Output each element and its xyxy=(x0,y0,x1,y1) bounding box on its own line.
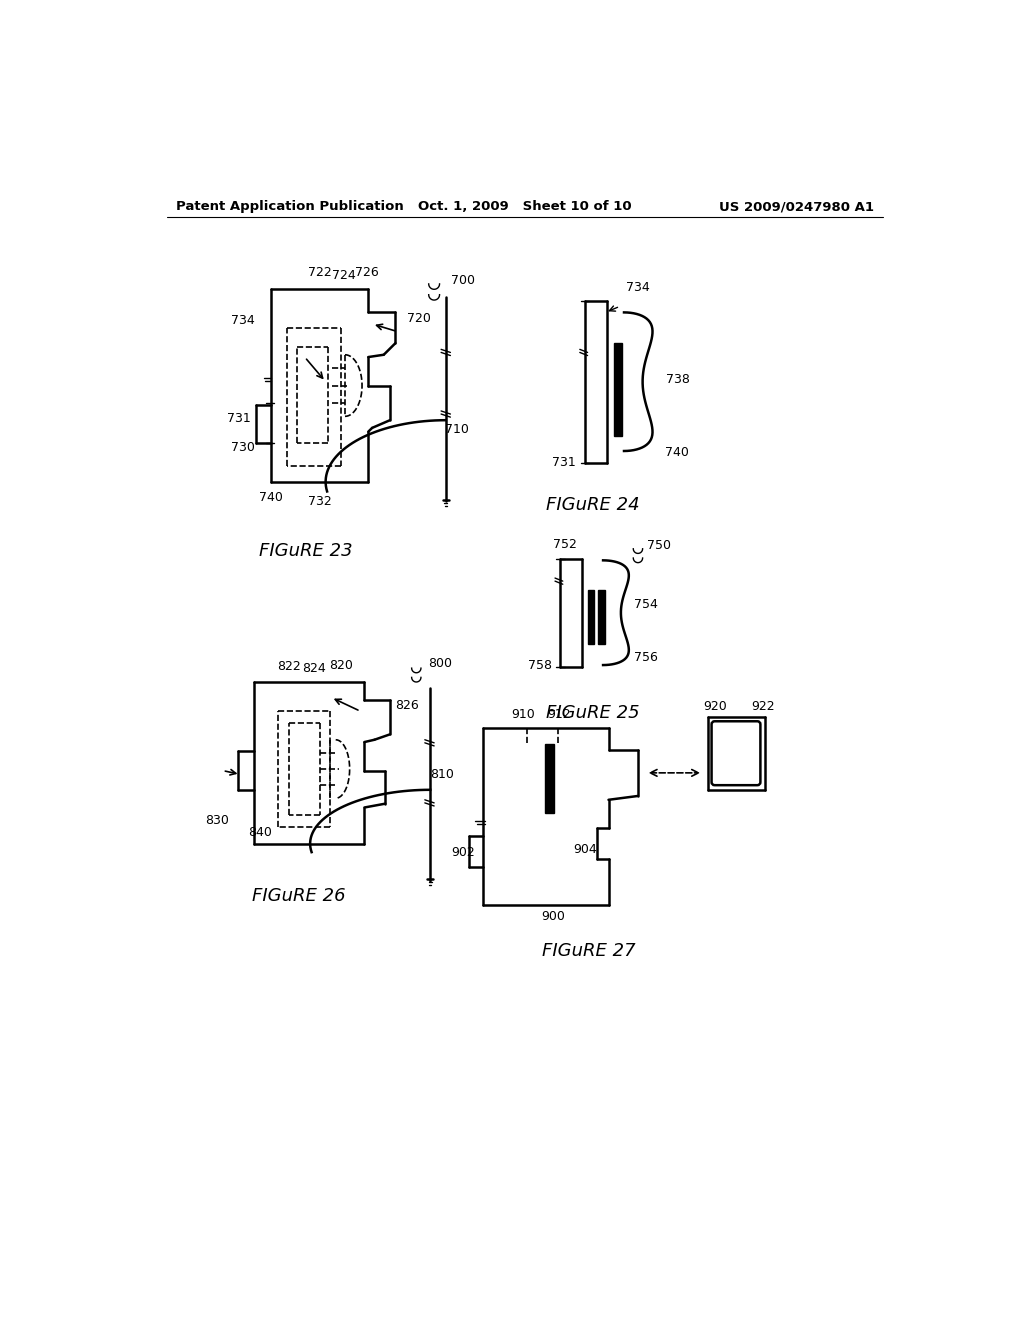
Text: 800: 800 xyxy=(428,657,453,671)
Text: 824: 824 xyxy=(302,661,326,675)
Text: Patent Application Publication: Patent Application Publication xyxy=(176,201,403,214)
Bar xyxy=(614,343,622,436)
Text: 752: 752 xyxy=(553,539,578,552)
Bar xyxy=(588,590,594,644)
Text: 826: 826 xyxy=(395,698,419,711)
Text: 734: 734 xyxy=(626,281,650,294)
Text: 734: 734 xyxy=(230,314,255,326)
Text: FIGuRE 26: FIGuRE 26 xyxy=(252,887,345,906)
Text: 830: 830 xyxy=(205,814,229,828)
Text: 910: 910 xyxy=(511,708,536,721)
Text: 904: 904 xyxy=(573,843,597,857)
Text: FIGuRE 23: FIGuRE 23 xyxy=(259,543,353,560)
Text: 756: 756 xyxy=(634,651,657,664)
Text: 726: 726 xyxy=(355,265,379,279)
Bar xyxy=(598,590,604,644)
Text: 732: 732 xyxy=(308,495,332,508)
Text: 740: 740 xyxy=(259,491,284,504)
Text: 900: 900 xyxy=(541,911,564,924)
Text: 724: 724 xyxy=(332,269,355,282)
Text: 754: 754 xyxy=(634,598,657,611)
Bar xyxy=(545,743,554,813)
Text: FIGuRE 25: FIGuRE 25 xyxy=(546,704,640,722)
Text: 822: 822 xyxy=(278,660,301,673)
Text: 731: 731 xyxy=(553,455,577,469)
Text: 720: 720 xyxy=(407,312,430,325)
Text: 922: 922 xyxy=(752,700,775,713)
Text: 722: 722 xyxy=(308,265,332,279)
Text: FIGuRE 24: FIGuRE 24 xyxy=(546,496,640,513)
Text: 912: 912 xyxy=(547,708,570,721)
Text: 920: 920 xyxy=(703,700,727,713)
Text: 810: 810 xyxy=(430,768,454,781)
Text: 731: 731 xyxy=(227,412,251,425)
Text: 740: 740 xyxy=(665,446,688,459)
Text: 840: 840 xyxy=(248,825,271,838)
Text: FIGuRE 27: FIGuRE 27 xyxy=(543,942,636,961)
Text: 820: 820 xyxy=(329,659,353,672)
Text: 738: 738 xyxy=(667,372,690,385)
Text: 750: 750 xyxy=(647,539,671,552)
Text: 700: 700 xyxy=(451,273,475,286)
Text: Oct. 1, 2009   Sheet 10 of 10: Oct. 1, 2009 Sheet 10 of 10 xyxy=(418,201,632,214)
Text: 902: 902 xyxy=(451,846,475,859)
Text: 730: 730 xyxy=(230,441,255,454)
Text: 710: 710 xyxy=(445,422,469,436)
FancyBboxPatch shape xyxy=(712,721,761,785)
Text: US 2009/0247980 A1: US 2009/0247980 A1 xyxy=(719,201,873,214)
Text: 758: 758 xyxy=(528,659,552,672)
